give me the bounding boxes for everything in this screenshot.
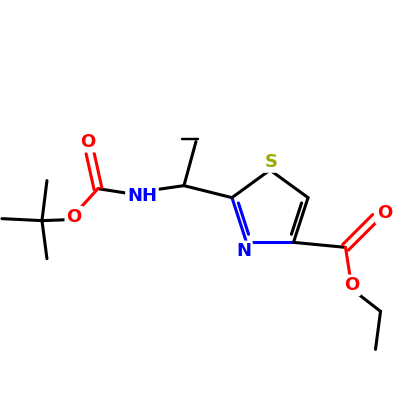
Text: O: O (344, 276, 359, 294)
Text: S: S (264, 153, 278, 171)
Text: N: N (236, 242, 251, 260)
Text: NH: NH (127, 187, 157, 205)
Text: O: O (80, 133, 96, 151)
Text: O: O (377, 204, 392, 222)
Text: O: O (66, 208, 82, 226)
